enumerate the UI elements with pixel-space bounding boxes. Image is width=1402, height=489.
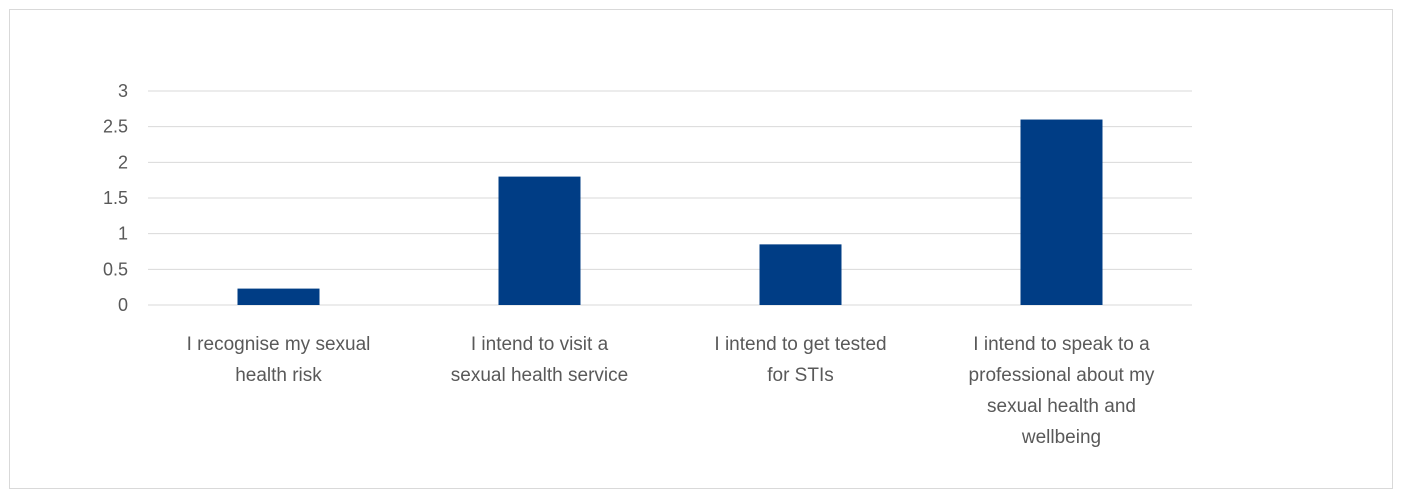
chart-frame	[9, 9, 1393, 489]
y-axis-ticks: 0 0.5 1 1.5 2 2.5 3	[103, 81, 128, 315]
x-category-label: I intend to speak to a professional about…	[969, 334, 1155, 448]
y-tick-label: 3	[118, 81, 128, 101]
x-category-label: I recognise my sexual health risk	[187, 334, 371, 386]
x-category-label: I intend to visit a sexual health service	[451, 334, 628, 386]
x-category-label-line: wellbeing	[1021, 427, 1101, 448]
x-category-label-line: I recognise my sexual	[187, 334, 371, 355]
x-category-label-line: sexual health and	[987, 396, 1136, 417]
x-category-label-line: I intend to speak to a	[973, 334, 1150, 355]
y-tick-label: 1	[118, 224, 128, 244]
y-tick-label: 2	[118, 152, 128, 172]
y-tick-label: 1.5	[103, 188, 128, 208]
y-tick-label: 2.5	[103, 117, 128, 137]
bars	[237, 119, 1103, 306]
bar-chart: 0 0.5 1 1.5 2 2.5 3 I recognise my sexual healt…	[103, 81, 1192, 448]
bar	[498, 176, 581, 305]
x-category-label-line: professional about my	[969, 365, 1155, 386]
x-category-label-line: I intend to get tested	[714, 334, 886, 355]
x-category-label-line: health risk	[235, 365, 322, 386]
bar	[759, 244, 842, 305]
x-category-label-line: for STIs	[767, 365, 834, 386]
y-tick-label: 0	[118, 295, 128, 315]
x-category-label: I intend to get tested for STIs	[714, 334, 886, 386]
x-category-label-line: I intend to visit a	[471, 334, 609, 355]
x-category-label-line: sexual health service	[451, 365, 628, 386]
x-axis-labels: I recognise my sexual health risk I intend…	[187, 334, 1155, 448]
bar	[237, 288, 320, 305]
y-tick-label: 0.5	[103, 259, 128, 279]
bar	[1020, 119, 1103, 306]
gridlines	[148, 90, 1192, 306]
